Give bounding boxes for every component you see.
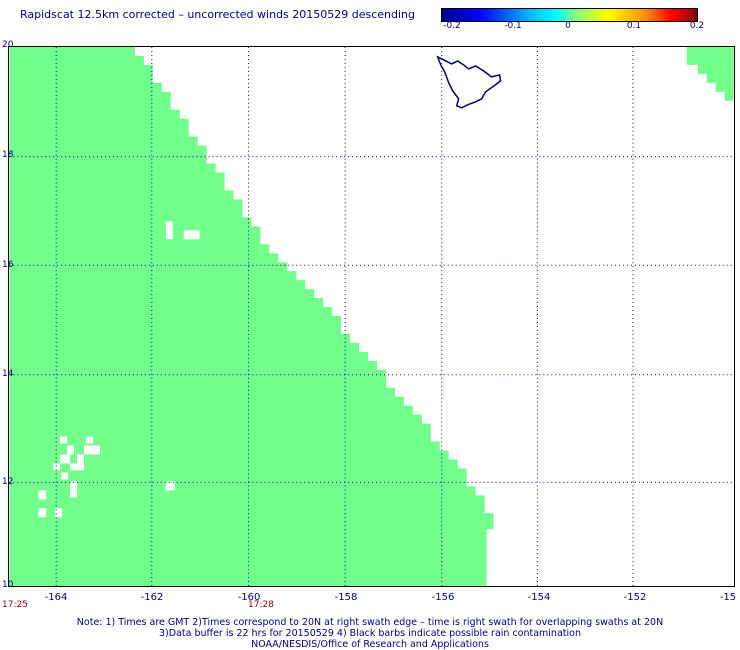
lon-label: -154 bbox=[527, 592, 551, 603]
swath-time-label: 17:25 bbox=[2, 600, 28, 610]
lon-label: -15 bbox=[719, 592, 737, 603]
lon-label: -156 bbox=[431, 592, 455, 603]
swath-time-label: 17:28 bbox=[248, 600, 274, 610]
colorbar-label: -0.2 bbox=[443, 21, 461, 31]
note-line-2: 3)Data buffer is 22 hrs for 20150529 4) … bbox=[159, 628, 581, 639]
colorbar-label: 0.1 bbox=[626, 21, 642, 31]
swath-coverage bbox=[9, 47, 734, 586]
hawaii-island-coastline bbox=[436, 55, 502, 109]
lat-label: 10 bbox=[2, 580, 14, 590]
color-scale-bar bbox=[441, 8, 698, 22]
lat-label: 14 bbox=[2, 369, 14, 379]
note-line-1: Note: 1) Times are GMT 2)Times correspon… bbox=[76, 617, 664, 628]
lat-label: 12 bbox=[2, 477, 14, 487]
lon-label: -160 bbox=[237, 592, 261, 603]
lon-label: -152 bbox=[623, 592, 647, 603]
lat-label: 16 bbox=[2, 260, 14, 270]
wind-difference-map bbox=[8, 46, 735, 587]
credit-line: NOAA/NESDIS/Office of Research and Appli… bbox=[251, 639, 489, 650]
colorbar-label: 0 bbox=[565, 21, 571, 31]
colorbar-label: -0.1 bbox=[504, 21, 522, 31]
colorbar-label: 0.2 bbox=[689, 21, 705, 31]
lon-label: -164 bbox=[44, 592, 68, 603]
data-gaps bbox=[38, 221, 200, 518]
lon-label: -162 bbox=[140, 592, 164, 603]
lon-label: -158 bbox=[334, 592, 358, 603]
map-title: Rapidscat 12.5km corrected – uncorrected… bbox=[20, 8, 416, 21]
lat-label: 18 bbox=[2, 150, 14, 160]
lat-label: 20 bbox=[2, 40, 14, 50]
